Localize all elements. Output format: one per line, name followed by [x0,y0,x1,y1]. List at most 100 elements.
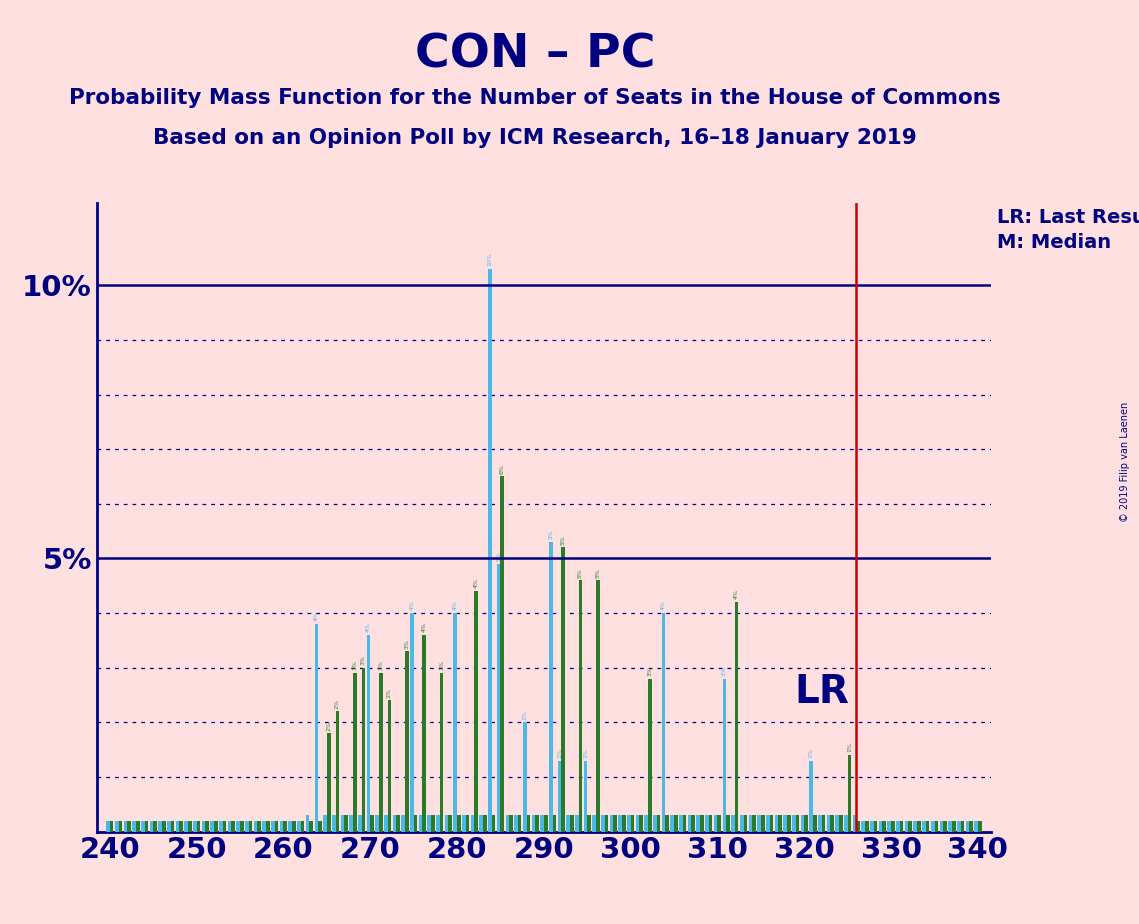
Bar [662,613,665,832]
Bar [274,821,278,832]
Bar [765,815,770,832]
Text: 1%: 1% [557,748,562,758]
Bar [665,815,669,832]
Bar [440,674,443,832]
Bar [267,821,270,832]
Bar [271,821,274,832]
Bar [254,821,257,832]
Bar [211,821,214,832]
Bar [341,815,344,832]
Bar [622,815,625,832]
Bar [731,815,735,832]
Bar [613,815,617,832]
Bar [688,815,691,832]
Bar [314,624,318,832]
Bar [188,821,191,832]
Bar [370,815,374,832]
Bar [801,815,804,832]
Bar [830,815,834,832]
Bar [540,815,544,832]
Bar [874,821,877,832]
Bar [544,815,548,832]
Text: 2%: 2% [335,699,339,709]
Bar [297,821,301,832]
Bar [978,821,982,832]
Bar [158,821,162,832]
Bar [847,755,851,832]
Bar [926,821,929,832]
Text: © 2019 Filip van Laenen: © 2019 Filip van Laenen [1120,402,1130,522]
Bar [727,815,730,832]
Bar [909,821,912,832]
Text: 5%: 5% [596,567,600,578]
Bar [475,591,478,832]
Bar [106,821,109,832]
Bar [115,821,118,832]
Bar [444,815,449,832]
Text: 1%: 1% [809,748,813,758]
Bar [167,821,171,832]
Bar [835,815,839,832]
Bar [350,815,353,832]
Bar [904,821,909,832]
Text: 5%: 5% [548,529,554,540]
Bar [879,821,883,832]
Bar [718,815,721,832]
Bar [145,821,148,832]
Text: 5%: 5% [497,552,501,561]
Bar [700,815,704,832]
Bar [566,815,570,832]
Bar [913,821,917,832]
Bar [223,821,227,832]
Bar [526,815,530,832]
Bar [682,815,687,832]
Text: 1%: 1% [847,743,852,752]
Bar [262,821,267,832]
Bar [575,815,579,832]
Bar [562,548,565,832]
Text: 4%: 4% [314,612,319,621]
Bar [197,821,200,832]
Bar [154,821,157,832]
Bar [284,821,287,832]
Bar [558,760,562,832]
Bar [492,815,495,832]
Bar [744,815,747,832]
Bar [592,815,596,832]
Bar [523,723,526,832]
Bar [470,815,475,832]
Bar [384,815,387,832]
Bar [128,821,131,832]
Bar [393,815,396,832]
Bar [696,815,700,832]
Bar [705,815,708,832]
Bar [358,815,361,832]
Bar [896,821,900,832]
Bar [336,711,339,832]
Bar [657,815,661,832]
Bar [653,815,657,832]
Bar [966,821,969,832]
Bar [605,815,608,832]
Bar [865,821,869,832]
Bar [453,613,457,832]
Bar [401,815,405,832]
Bar [506,815,509,832]
Text: LR: Last Result: LR: Last Result [997,208,1139,227]
Bar [310,821,313,832]
Text: 1%: 1% [583,748,588,758]
Bar [419,815,423,832]
Bar [588,815,591,832]
Text: 3%: 3% [352,661,358,671]
Bar [740,815,744,832]
Bar [353,674,357,832]
Bar [185,821,188,832]
Bar [466,815,469,832]
Bar [639,815,644,832]
Bar [462,815,466,832]
Bar [423,635,426,832]
Bar [532,815,535,832]
Text: 3%: 3% [439,661,444,671]
Text: CON – PC: CON – PC [415,32,656,78]
Text: 5%: 5% [577,567,583,578]
